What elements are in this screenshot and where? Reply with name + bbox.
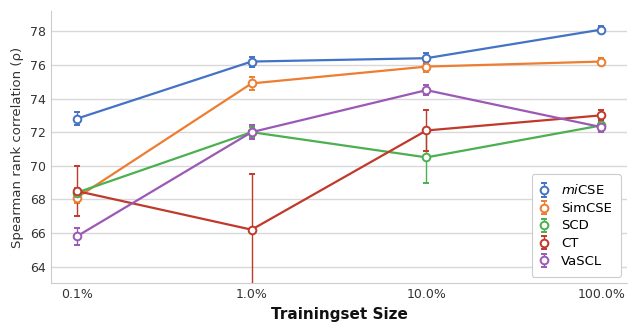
Legend: $mi$CSE, SimCSE, SCD, CT, VaSCL: $mi$CSE, SimCSE, SCD, CT, VaSCL bbox=[532, 174, 621, 277]
X-axis label: Trainingset Size: Trainingset Size bbox=[271, 307, 408, 322]
Y-axis label: Spearman rank correlation (ρ): Spearman rank correlation (ρ) bbox=[11, 47, 24, 248]
